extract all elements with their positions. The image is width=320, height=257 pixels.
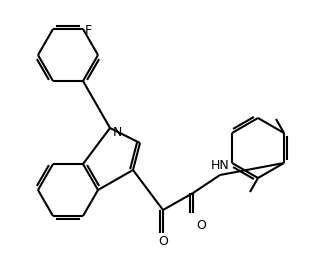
Text: O: O (158, 235, 168, 248)
Text: N: N (113, 125, 122, 139)
Text: F: F (85, 24, 92, 36)
Text: HN: HN (211, 159, 229, 172)
Text: O: O (196, 219, 206, 232)
